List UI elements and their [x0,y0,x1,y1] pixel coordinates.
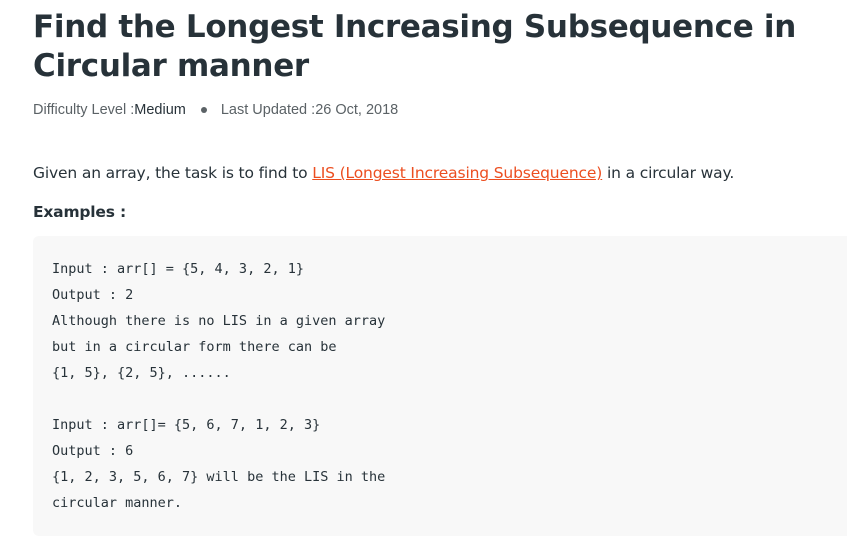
difficulty-value[interactable]: Medium [134,102,186,118]
intro-text-after: in a circular way. [602,164,735,182]
examples-heading: Examples : [33,203,126,221]
code-line: Output : 2 [52,287,134,303]
lis-link[interactable]: LIS (Longest Increasing Subsequence) [312,164,603,182]
page-title: Find the Longest Increasing Subsequence … [33,9,797,84]
updated-label: Last Updated : [220,102,316,118]
code-block: Input : arr[] = {5, 4, 3, 2, 1} Output :… [33,236,847,536]
article-meta: Difficulty Level : Medium Last Updated :… [33,100,398,120]
code-line: circular manner. [52,495,183,511]
intro-paragraph: Given an array, the task is to find to L… [33,164,734,186]
code-line: {1, 5}, {2, 5}, ...... [52,365,231,381]
code-line: but in a circular form there can be [52,339,337,355]
separator-dot [200,107,207,113]
code-line: Although there is no LIS in a given arra… [52,313,386,329]
difficulty-label: Difficulty Level : [33,102,135,118]
code-line: Input : arr[] = {5, 4, 3, 2, 1} [52,261,304,277]
code-line: Output : 6 [52,443,134,459]
intro-text-before: Given an array, the task is to find to [33,164,313,182]
code-line: {1, 2, 3, 5, 6, 7} will be the LIS in th… [52,469,386,485]
code-line: Input : arr[]= {5, 6, 7, 1, 2, 3} [52,417,321,433]
updated-value: 26 Oct, 2018 [315,102,399,118]
